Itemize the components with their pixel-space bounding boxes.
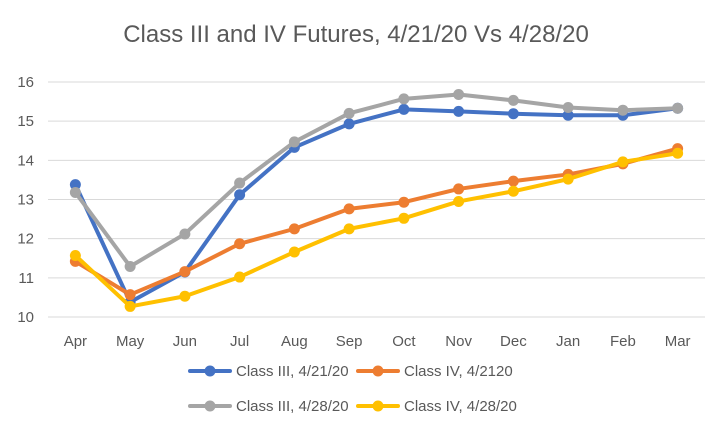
legend-item: Class III, 4/28/20 [188, 398, 349, 415]
x-tick-label: Jul [230, 333, 249, 350]
data-point [453, 105, 465, 117]
x-tick-label: Sep [336, 333, 363, 350]
legend-label: Class III, 4/21/20 [236, 363, 349, 380]
data-point [507, 185, 519, 197]
x-tick-label: Oct [392, 333, 416, 350]
legend-label: Class IV, 4/2120 [404, 363, 513, 380]
data-point [179, 228, 191, 240]
series-3 [69, 147, 684, 312]
data-point [507, 108, 519, 120]
y-axis-ticks: 10 11 12 13 14 15 16 [17, 74, 34, 326]
gridlines [48, 81, 705, 318]
data-point [288, 136, 300, 148]
data-point [453, 195, 465, 207]
data-point [288, 223, 300, 235]
data-point [179, 290, 191, 302]
chart-title: Class III and IV Futures, 4/21/20 Vs 4/2… [123, 21, 589, 48]
legend-item: Class III, 4/21/20 [188, 363, 349, 380]
data-point [69, 179, 81, 191]
legend-item: Class IV, 4/2120 [356, 363, 513, 380]
legend-swatch-marker [372, 400, 384, 412]
data-point [343, 203, 355, 215]
legend-label: Class III, 4/28/20 [236, 398, 349, 415]
x-tick-label: Mar [665, 333, 691, 350]
x-tick-label: Jun [173, 333, 197, 350]
series-2 [69, 89, 684, 272]
data-point [288, 246, 300, 258]
legend-swatch-marker [372, 365, 384, 377]
data-point [69, 250, 81, 262]
series-line [73, 92, 680, 269]
x-tick-label: Jan [556, 333, 580, 350]
data-point [562, 109, 574, 121]
x-tick-label: Aug [281, 333, 308, 350]
data-point [453, 183, 465, 195]
legend: Class III, 4/21/20 Class IV, 4/2120 Class … [188, 363, 517, 415]
legend-label: Class IV, 4/28/20 [404, 398, 517, 415]
data-point [179, 266, 191, 278]
data-point [562, 101, 574, 113]
data-point [124, 260, 136, 272]
data-point [507, 94, 519, 106]
data-point [507, 175, 519, 187]
data-point [617, 104, 629, 116]
data-point [672, 102, 684, 114]
legend-swatch-marker [204, 400, 216, 412]
x-tick-label: Apr [64, 333, 87, 350]
data-point [343, 107, 355, 119]
data-point [234, 177, 246, 189]
x-axis-ticks: Apr May Jun Jul Aug Sep Oct Nov Dec Jan Feb Mar [64, 333, 691, 350]
data-point [398, 212, 410, 224]
data-point [343, 223, 355, 235]
y-tick-label: 15 [17, 113, 34, 130]
data-point [234, 189, 246, 201]
series-lines [69, 89, 684, 312]
data-point [398, 93, 410, 105]
data-point [69, 186, 81, 198]
data-point [617, 156, 629, 168]
data-point [398, 196, 410, 208]
series-line [73, 146, 680, 297]
data-point [562, 173, 574, 185]
y-tick-label: 14 [17, 152, 34, 169]
y-tick-label: 11 [18, 270, 34, 287]
x-tick-label: Feb [610, 333, 636, 350]
x-tick-label: Dec [500, 333, 527, 350]
data-point [453, 89, 465, 101]
data-point [234, 238, 246, 250]
data-point [124, 289, 136, 301]
y-tick-label: 12 [17, 231, 34, 248]
series-line [73, 151, 680, 309]
legend-swatch-marker [204, 365, 216, 377]
y-tick-label: 10 [17, 309, 34, 326]
x-tick-label: Nov [445, 333, 472, 350]
data-point [672, 147, 684, 159]
data-point [124, 300, 136, 312]
data-point [398, 103, 410, 115]
x-tick-label: May [116, 333, 145, 350]
y-tick-label: 13 [17, 192, 34, 209]
y-tick-label: 16 [17, 74, 34, 91]
data-point [234, 271, 246, 283]
legend-item: Class IV, 4/28/20 [356, 398, 517, 415]
data-point [343, 118, 355, 130]
